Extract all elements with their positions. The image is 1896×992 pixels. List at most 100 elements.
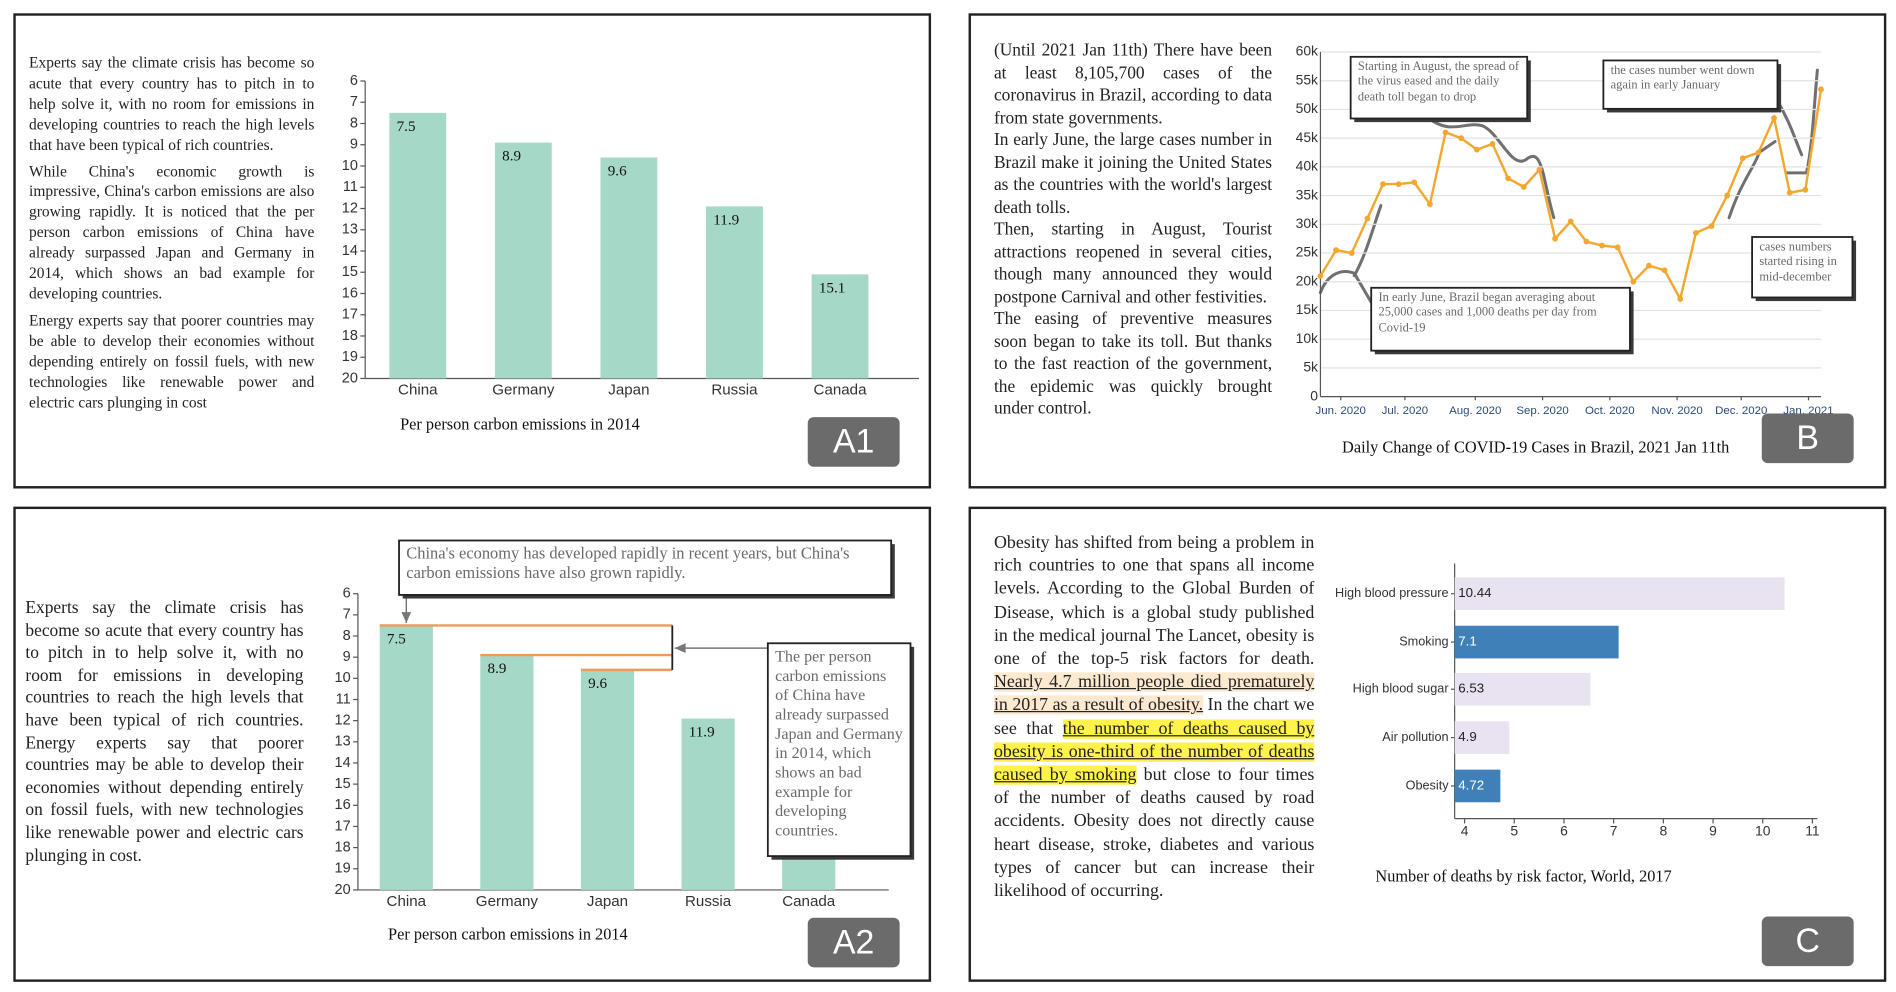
point (1505, 175, 1512, 182)
note-text: Starting in August, the spread of the vi… (1357, 60, 1520, 104)
y-tick-label: 16 (342, 285, 358, 301)
paragraph: In early June, the large cases number in… (993, 130, 1273, 218)
panel-label: C (1761, 916, 1854, 967)
value-label: 7.5 (387, 631, 406, 647)
point (1818, 86, 1824, 93)
y-tick-label: 16 (335, 797, 351, 813)
text-column: (Until 2021 Jan 11th) There have been at… (993, 41, 1273, 419)
label-text: A1 (833, 423, 874, 461)
paragraph: Experts say the climate crisis has becom… (25, 598, 304, 866)
arrow (1427, 116, 1556, 220)
value-label: 4.72 (1458, 777, 1484, 792)
bar (580, 669, 635, 890)
y-tick-label: 17 (342, 307, 358, 323)
value-label: 11.9 (713, 212, 739, 228)
note-text: the cases number went down again in earl… (1610, 64, 1755, 93)
label-text: A2 (833, 923, 874, 961)
y-tick-label: 45k (1296, 129, 1318, 145)
x-tick-label: 9 (1709, 823, 1717, 839)
x-tick-label: Germany (492, 382, 555, 399)
point (1646, 262, 1652, 269)
label-box (1761, 916, 1854, 967)
bar (494, 142, 552, 379)
y-tick-label: 9 (343, 649, 351, 665)
paragraph: Obesity has shifted from being a problem… (993, 532, 1315, 904)
paragraph: The easing of preventive measures soon b… (993, 309, 1273, 419)
note-box (1602, 59, 1779, 110)
bar (681, 718, 735, 890)
y-tick-label: 18 (342, 328, 358, 344)
x-tick-label: Aug. 2020 (1449, 405, 1501, 417)
text-column: Experts say the climate crisis has becom… (29, 54, 315, 410)
y-tick-label: 8 (343, 628, 351, 644)
point (1786, 189, 1793, 196)
y-tick-label: High blood pressure (1335, 586, 1449, 600)
value-label: 6.53 (1458, 681, 1484, 696)
x-tick-label: Canada (814, 382, 868, 399)
y-tick-label: 10 (342, 158, 358, 174)
y-tick-label: 14 (342, 243, 358, 259)
chart-title: Number of deaths by risk factor, World, … (1375, 867, 1671, 886)
y-tick-label: 15 (342, 264, 358, 280)
note: the cases number went down again in earl… (1610, 64, 1755, 93)
arrow (1352, 204, 1383, 278)
y-tick-label: 19 (342, 349, 358, 365)
y-tick-label: 0 (1310, 387, 1318, 403)
y-tick-label: 13 (335, 734, 351, 750)
point (1333, 247, 1339, 254)
value-label: 10.44 (1458, 585, 1491, 600)
text-column: Obesity has shifted from being a problem… (993, 532, 1315, 904)
y-tick-label: 8 (350, 115, 358, 131)
point (1348, 250, 1355, 256)
point (1458, 135, 1465, 142)
bar (600, 157, 658, 379)
y-tick-label: 60k (1296, 43, 1318, 59)
y-tick-label: 35k (1296, 186, 1318, 202)
x-tick-label: 4 (1461, 823, 1469, 839)
y-tick-label: Smoking (1399, 634, 1448, 648)
x-tick-label: Japan (608, 382, 649, 399)
point (1427, 201, 1433, 208)
point (1583, 238, 1590, 245)
y-tick-label: 11 (336, 691, 351, 707)
point (1411, 179, 1418, 186)
point (1380, 181, 1386, 187)
paragraph: Then, starting in August, Tourist attrac… (993, 220, 1273, 307)
point (1724, 192, 1731, 199)
text-column: Experts say the climate crisis has becom… (25, 598, 304, 866)
panel-label: A1 (807, 417, 900, 467)
y-tick-label: 50k (1296, 100, 1318, 116)
note: cases numbers started rising in mid-dece… (1759, 241, 1836, 284)
value-label: 8.9 (488, 661, 507, 677)
x-tick-label: 8 (1659, 823, 1667, 839)
y-tick-label: 18 (335, 839, 351, 855)
point (1489, 140, 1496, 147)
bar (389, 112, 447, 379)
note-box (1349, 55, 1529, 120)
bar (480, 655, 534, 890)
y-tick-label: 12 (335, 712, 351, 728)
y-tick-label: 14 (335, 755, 351, 771)
x-tick-label: Japan (587, 893, 628, 910)
text-run: In the chart we see that (993, 695, 1315, 739)
point (1317, 273, 1324, 279)
y-tick-label: 20k (1296, 272, 1318, 288)
x-tick-label: Russia (711, 382, 758, 399)
note-text: In early June, Brazil began averaging ab… (1378, 291, 1597, 335)
text-run: but close to four times of the number of… (993, 765, 1315, 901)
bar (1454, 577, 1785, 611)
x-tick-label: Germany (476, 893, 539, 910)
y-tick-label: 55k (1296, 71, 1318, 87)
panel-label: A2 (807, 917, 900, 968)
label-box (1761, 413, 1854, 464)
y-tick-label: 20 (342, 370, 358, 386)
point (1536, 166, 1543, 173)
point (1802, 186, 1809, 193)
note-box (1370, 286, 1631, 352)
paragraph: While China's economic growth is impress… (29, 162, 315, 303)
value-label: 9.6 (588, 676, 607, 692)
text-run: Obesity has shifted from being a problem… (993, 533, 1315, 669)
value-label: 7.5 (397, 119, 416, 135)
